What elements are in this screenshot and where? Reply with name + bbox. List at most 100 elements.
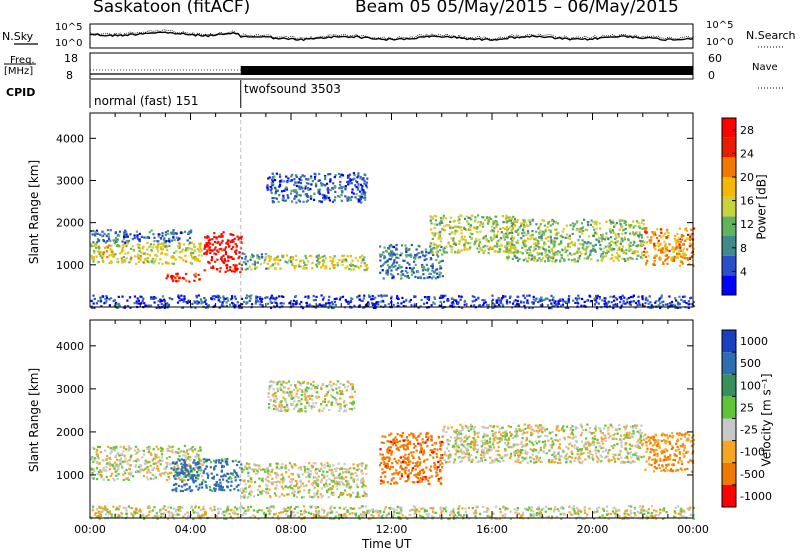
scatter-point	[338, 386, 341, 389]
scatter-point	[535, 238, 538, 242]
scatter-point	[672, 255, 675, 258]
scatter-point	[615, 222, 618, 225]
scatter-point	[206, 306, 209, 309]
scatter-point	[625, 252, 628, 255]
scatter-point	[420, 468, 423, 472]
scatter-point	[154, 246, 157, 249]
scatter-point	[176, 274, 179, 277]
scatter-point	[617, 254, 620, 257]
scatter-point	[159, 300, 162, 303]
scatter-point	[403, 447, 406, 451]
scatter-point	[396, 433, 399, 436]
scatter-point	[504, 218, 508, 221]
scatter-point	[683, 300, 686, 303]
scatter-point	[418, 473, 421, 477]
scatter-point	[439, 456, 442, 459]
scatter-point	[122, 478, 125, 482]
scatter-point	[606, 249, 609, 252]
scatter-point	[269, 189, 273, 192]
scatter-point	[531, 233, 534, 236]
scatter-point	[162, 304, 165, 307]
scatter-point	[176, 472, 179, 475]
scatter-point	[680, 235, 683, 238]
scatter-point	[280, 295, 283, 298]
scatter-point	[526, 249, 529, 252]
scatter-point	[345, 485, 348, 488]
scatter-point	[354, 196, 357, 199]
scatter-point	[634, 250, 637, 253]
scatter-point	[298, 260, 302, 263]
scatter-point	[293, 190, 296, 193]
scatter-point	[355, 179, 358, 183]
scatter-point	[323, 476, 326, 479]
scatter-point	[136, 236, 139, 239]
scatter-point	[654, 301, 657, 304]
scatter-point	[679, 240, 682, 243]
scatter-point	[496, 301, 499, 304]
scatter-point	[142, 261, 145, 264]
scatter-point	[493, 233, 496, 236]
scatter-point	[233, 270, 236, 273]
scatter-point	[573, 252, 576, 256]
scatter-point	[308, 475, 311, 479]
scatter-point	[552, 257, 555, 260]
scatter-point	[671, 246, 674, 249]
scatter-point	[347, 300, 350, 303]
scatter-point	[91, 456, 94, 459]
scatter-point	[435, 471, 438, 474]
scatter-point	[323, 296, 326, 299]
scatter-point	[305, 257, 308, 260]
scatter-point	[623, 236, 626, 239]
scatter-point	[626, 298, 629, 301]
scatter-point	[207, 474, 210, 477]
scatter-point	[642, 219, 645, 222]
scatter-point	[554, 233, 557, 236]
scatter-point	[343, 405, 346, 408]
scatter-point	[172, 231, 175, 234]
scatter-point	[346, 176, 349, 179]
scatter-point	[266, 475, 269, 478]
scatter-point	[166, 275, 169, 278]
scatter-point	[287, 408, 290, 411]
scatter-point	[189, 465, 192, 468]
scatter-point	[220, 256, 223, 259]
scatter-point	[105, 469, 108, 472]
scatter-point	[429, 219, 432, 222]
scatter-point	[506, 228, 509, 231]
scatter-point	[431, 263, 434, 266]
scatter-point	[624, 223, 627, 226]
scatter-point	[545, 428, 548, 431]
scatter-point	[269, 257, 272, 261]
scatter-point	[587, 221, 590, 224]
scatter-point	[240, 463, 243, 466]
scatter-point	[552, 252, 555, 255]
scatter-point	[510, 455, 513, 458]
scatter-point	[329, 189, 332, 192]
scatter-point	[141, 456, 144, 459]
scatter-point	[182, 454, 185, 457]
scatter-point	[648, 295, 651, 298]
scatter-point	[586, 242, 589, 245]
scatter-point	[470, 236, 474, 240]
scatter-point	[238, 306, 241, 309]
scatter-point	[535, 230, 538, 233]
scatter-point	[439, 216, 442, 220]
scatter-point	[188, 236, 192, 240]
scatter-point	[171, 450, 174, 453]
scatter-point	[240, 263, 244, 267]
scatter-point	[592, 235, 595, 238]
scatter-point	[145, 257, 148, 260]
scatter-point	[540, 239, 543, 242]
scatter-point	[160, 246, 163, 249]
scatter-point	[388, 267, 391, 270]
scatter-point	[561, 236, 564, 239]
scatter-point	[275, 476, 278, 479]
scatter-point	[270, 182, 273, 185]
scatter-point	[581, 247, 584, 250]
scatter-point	[230, 472, 233, 475]
scatter-point	[656, 242, 659, 245]
scatter-point	[509, 216, 512, 219]
scatter-point	[387, 247, 391, 250]
scatter-point	[313, 479, 316, 483]
scatter-point	[508, 301, 511, 304]
